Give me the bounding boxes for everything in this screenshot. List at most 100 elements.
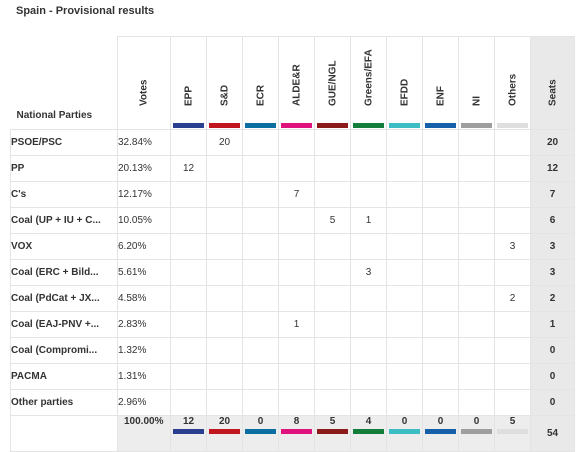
- group-seat-cell: [278, 363, 315, 390]
- party-votes: 6.20%: [117, 233, 171, 260]
- group-color-bar: [389, 123, 420, 128]
- party-name: Other parties: [10, 389, 118, 416]
- total-group-value: 4: [365, 416, 372, 427]
- votes-header-label: Votes: [138, 79, 150, 107]
- group-seat-cell: [314, 337, 351, 364]
- party-name: Coal (ERC + Bild...: [10, 259, 118, 286]
- group-header-enf: ENF: [422, 36, 459, 130]
- group-seat-cell: [350, 337, 387, 364]
- group-color-bar: [245, 123, 276, 128]
- party-votes: 2.83%: [117, 311, 171, 338]
- group-color-bar: [281, 429, 312, 434]
- group-seat-cell: [386, 207, 423, 234]
- group-header-label: GUE/NGL: [327, 60, 338, 106]
- group-seat-cell: [350, 155, 387, 182]
- group-seat-cell: [422, 337, 459, 364]
- group-seat-cell: 3: [350, 259, 387, 286]
- party-name: Coal (EAJ-PNV +...: [10, 311, 118, 338]
- total-group-value: 0: [473, 416, 480, 427]
- table-row: Coal (Compromi... 1.32% 0: [10, 337, 575, 364]
- group-seat-cell: [242, 129, 279, 156]
- group-seat-cell: [278, 389, 315, 416]
- group-seat-cell: [170, 337, 207, 364]
- group-seat-cell: [386, 259, 423, 286]
- group-seat-cell: [170, 181, 207, 208]
- group-seat-cell: [314, 389, 351, 416]
- party-seats: 20: [530, 129, 575, 156]
- group-seat-cell: [242, 207, 279, 234]
- group-seat-cell: [206, 311, 243, 338]
- group-seat-cell: [278, 129, 315, 156]
- group-seat-cell: [314, 363, 351, 390]
- total-group-value: 0: [437, 416, 444, 427]
- group-header-ecr: ECR: [242, 36, 279, 130]
- group-color-bar: [317, 123, 348, 128]
- party-name: PACMA: [10, 363, 118, 390]
- party-seats: 12: [530, 155, 575, 182]
- group-seat-cell: [494, 129, 531, 156]
- group-seat-cell: [494, 337, 531, 364]
- totals-row: 100.00% 12 20 0 8 5 4 0 0 0 5 54: [10, 415, 575, 452]
- group-seat-cell: [206, 389, 243, 416]
- party-name: Coal (PdCat + JX...: [10, 285, 118, 312]
- total-group-value: 0: [401, 416, 408, 427]
- table-row: Coal (EAJ-PNV +... 2.83% 1 1: [10, 311, 575, 338]
- table-row: C's 12.17% 7 7: [10, 181, 575, 208]
- party-votes: 4.58%: [117, 285, 171, 312]
- group-seat-cell: [170, 311, 207, 338]
- group-seat-cell: [206, 181, 243, 208]
- group-seat-cell: 20: [206, 129, 243, 156]
- header-row: National Parties Votes EPP S&D ECR ALDE&R GU…: [10, 36, 575, 130]
- group-seat-cell: [170, 389, 207, 416]
- group-seat-cell: [206, 155, 243, 182]
- group-seat-cell: [242, 337, 279, 364]
- group-header-label: Others: [507, 73, 518, 106]
- group-seat-cell: [386, 311, 423, 338]
- group-seat-cell: [458, 233, 495, 260]
- parties-column-header: National Parties: [10, 36, 118, 130]
- party-votes: 1.31%: [117, 363, 171, 390]
- group-seat-cell: [458, 259, 495, 286]
- party-votes: 32.84%: [117, 129, 171, 156]
- group-seat-cell: [494, 155, 531, 182]
- group-color-bar: [209, 123, 240, 128]
- results-table: National Parties Votes EPP S&D ECR ALDE&R GU…: [10, 36, 575, 452]
- group-seat-cell: [494, 389, 531, 416]
- table-row: VOX 6.20% 3 3: [10, 233, 575, 260]
- table-row: PACMA 1.31% 0: [10, 363, 575, 390]
- group-header-epp: EPP: [170, 36, 207, 130]
- group-seat-cell: 3: [494, 233, 531, 260]
- group-header-label: Greens/EFA: [363, 49, 374, 106]
- group-seat-cell: [242, 285, 279, 312]
- group-seat-cell: [242, 311, 279, 338]
- group-seat-cell: 7: [278, 181, 315, 208]
- group-color-bar: [497, 123, 528, 128]
- group-header-others: Others: [494, 36, 531, 130]
- group-seat-cell: [350, 285, 387, 312]
- group-header-efdd: EFDD: [386, 36, 423, 130]
- party-votes: 12.17%: [117, 181, 171, 208]
- group-color-bar: [425, 123, 456, 128]
- group-seat-cell: [350, 389, 387, 416]
- group-seat-cell: [314, 285, 351, 312]
- group-header-label: ECR: [255, 84, 266, 106]
- party-name: VOX: [10, 233, 118, 260]
- group-seat-cell: [386, 389, 423, 416]
- group-color-bar: [461, 429, 492, 434]
- group-color-bar: [461, 123, 492, 128]
- total-group-ni: 0: [458, 415, 495, 452]
- group-header-ni: NI: [458, 36, 495, 130]
- group-color-bar: [353, 123, 384, 128]
- group-seat-cell: [278, 337, 315, 364]
- group-seat-cell: [206, 363, 243, 390]
- group-header-label: EFDD: [399, 78, 410, 106]
- group-header-label: ENF: [435, 86, 446, 106]
- group-seat-cell: 1: [278, 311, 315, 338]
- group-seat-cell: [458, 337, 495, 364]
- group-seat-cell: [170, 363, 207, 390]
- group-header-label: EPP: [183, 85, 194, 106]
- party-seats: 3: [530, 259, 575, 286]
- group-seat-cell: [206, 337, 243, 364]
- group-seat-cell: [242, 389, 279, 416]
- total-group-gue-ngl: 5: [314, 415, 351, 452]
